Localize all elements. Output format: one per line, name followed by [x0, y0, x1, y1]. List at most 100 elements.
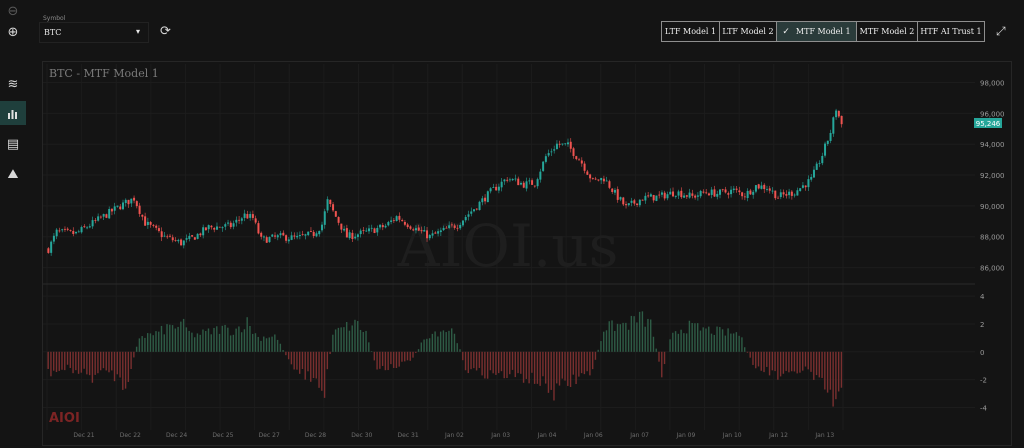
candle — [406, 224, 409, 228]
candle — [826, 140, 829, 144]
candle — [332, 204, 335, 211]
candle — [555, 143, 558, 150]
candle — [777, 197, 780, 199]
oscillator-bar — [807, 351, 809, 370]
oscillator-bar — [351, 325, 353, 352]
oscillator-bar — [337, 327, 340, 352]
tab-ltf-model-1[interactable]: LTF Model 1 — [662, 22, 720, 41]
candle — [497, 186, 500, 191]
candle — [608, 181, 611, 188]
oscillator-bar — [575, 351, 577, 385]
oscillator-bar — [752, 351, 754, 365]
tab-htf-ai-trust-1[interactable]: HTF AI Trust 1 — [918, 22, 984, 41]
oscillator-bar — [138, 338, 141, 352]
candle — [155, 225, 158, 228]
expand-icon[interactable]: ⤢ — [996, 24, 1006, 38]
candle — [265, 237, 268, 243]
tab-mtf-model-1[interactable]: ✓ MTF Model 1 — [777, 22, 857, 41]
oscillator-bar — [218, 333, 221, 352]
tab-ltf-model-2[interactable]: LTF Model 2 — [720, 22, 777, 41]
waves-icon[interactable]: ≋ — [7, 76, 19, 92]
price-tick-label: 90,000 — [980, 203, 1005, 211]
chart-area-icon[interactable]: ⛰ — [7, 166, 19, 182]
oscillator-bar — [442, 330, 445, 352]
symbol-value: BTC — [44, 28, 62, 37]
candle — [124, 199, 127, 203]
oscillator-bar — [567, 351, 569, 386]
oscillator-bar — [174, 328, 177, 352]
tab-mtf-model-2[interactable]: MTF Model 2 — [857, 22, 918, 41]
candle — [544, 156, 547, 162]
oscillator-bar — [497, 351, 500, 374]
plus-circle-icon[interactable]: ⊕ — [7, 24, 19, 40]
oscillator-bar — [578, 351, 580, 377]
candle — [594, 178, 597, 180]
candle — [66, 228, 69, 230]
oscillator-bar — [354, 319, 356, 352]
oscillator-bar — [362, 332, 364, 352]
price-tick-label: 94,000 — [980, 141, 1005, 149]
candle — [506, 179, 509, 181]
oscillator-bar — [296, 351, 298, 370]
oscillator-bar — [312, 351, 315, 379]
candle — [285, 235, 288, 241]
candle — [384, 225, 387, 228]
oscillator-bar — [423, 339, 425, 352]
candle — [520, 182, 523, 185]
oscillator-bar — [619, 324, 622, 352]
oscillator-bar — [528, 351, 530, 384]
candle — [824, 143, 827, 156]
candle — [182, 240, 185, 246]
oscillator-bar — [611, 320, 613, 352]
candle — [470, 211, 473, 214]
oscillator-bar — [55, 351, 58, 373]
bar-chart-icon[interactable] — [0, 101, 26, 125]
candle — [467, 214, 470, 217]
candle — [801, 185, 804, 188]
candle — [583, 163, 586, 171]
candle — [812, 169, 815, 178]
oscillator-bar — [304, 351, 306, 380]
oscillator-bar — [547, 351, 550, 393]
candle — [586, 171, 589, 175]
oscillator-bar — [345, 322, 348, 352]
time-tick-label: Dec 31 — [398, 432, 419, 439]
candle — [229, 222, 232, 228]
oscillator-bar — [155, 331, 157, 352]
candle — [254, 218, 257, 223]
oscillator-bar — [553, 351, 555, 401]
oscillator-bar — [409, 351, 411, 361]
candle — [746, 190, 749, 199]
oscillator-bar — [741, 337, 743, 352]
refresh-icon[interactable]: ⟳ — [160, 24, 171, 39]
oscillator-bar — [113, 351, 116, 382]
candle — [578, 159, 581, 161]
notes-icon[interactable]: ▤ — [6, 136, 20, 152]
candle — [685, 195, 688, 197]
oscillator-bar — [249, 326, 251, 352]
oscillator-bar — [459, 349, 461, 352]
candle — [644, 195, 647, 201]
candle — [185, 238, 188, 240]
candle — [724, 189, 727, 193]
candle — [412, 229, 415, 231]
minus-circle-icon[interactable]: ⊖ — [7, 3, 19, 19]
oscillator-bar — [749, 351, 751, 358]
time-tick-label: Jan 02 — [444, 432, 464, 439]
symbol-select[interactable]: BTC ▾ — [39, 22, 149, 43]
oscillator-bar — [768, 351, 771, 376]
candle — [835, 110, 838, 118]
oscillator-bar — [799, 351, 801, 373]
oscillator-bar — [415, 351, 417, 353]
oscillator-bar — [91, 351, 94, 383]
candle — [511, 178, 514, 181]
candle — [464, 216, 467, 221]
candle — [663, 192, 666, 199]
candle — [340, 223, 343, 230]
candle — [434, 232, 437, 234]
left-toolbar: ⊖ ⊕ ≋ ▤ ⛰ — [0, 0, 26, 448]
candle — [749, 190, 752, 195]
oscillator-bar — [265, 338, 268, 352]
candle — [304, 234, 307, 236]
